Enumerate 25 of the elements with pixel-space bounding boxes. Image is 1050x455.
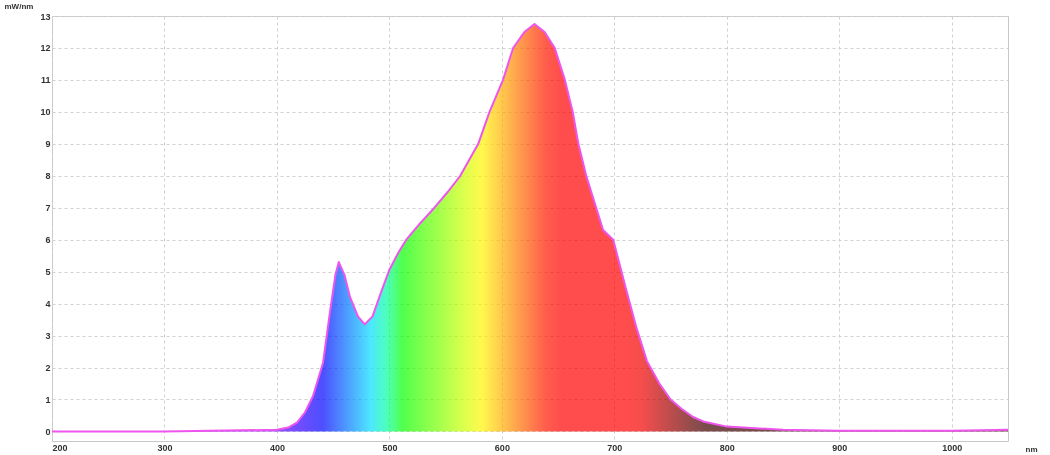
y-tick-label: 1 [45, 394, 51, 405]
x-tick-label: 600 [494, 442, 510, 453]
y-tick-label: 2 [45, 363, 51, 373]
x-tick-label: 300 [157, 442, 173, 453]
y-tick-label: 13 [40, 11, 51, 22]
y-tick-label: 6 [45, 235, 51, 246]
x-tick-label: 700 [607, 442, 623, 453]
y-tick-label: 4 [45, 299, 51, 310]
x-tick-label: 200 [52, 442, 68, 453]
x-tick-label: 400 [269, 442, 285, 453]
y-tick-label: 10 [40, 107, 51, 118]
y-tick-label: 12 [40, 43, 51, 54]
y-tick-label: 11 [40, 75, 51, 86]
y-tick-label: 0 [45, 426, 51, 437]
y-tick-label: 8 [45, 171, 51, 182]
x-tick-label: 1000 [942, 442, 963, 453]
x-axis-title: nm [1025, 444, 1038, 454]
y-tick-label: 5 [45, 267, 51, 278]
y-tick-label: 3 [45, 331, 51, 342]
x-tick-label: 500 [382, 442, 398, 453]
x-tick-label: 900 [832, 442, 848, 453]
x-tick-label: 800 [719, 442, 735, 453]
y-tick-label: 7 [45, 203, 51, 214]
y-axis-title: mW/nm [4, 1, 34, 11]
y-tick-label: 9 [45, 139, 51, 150]
